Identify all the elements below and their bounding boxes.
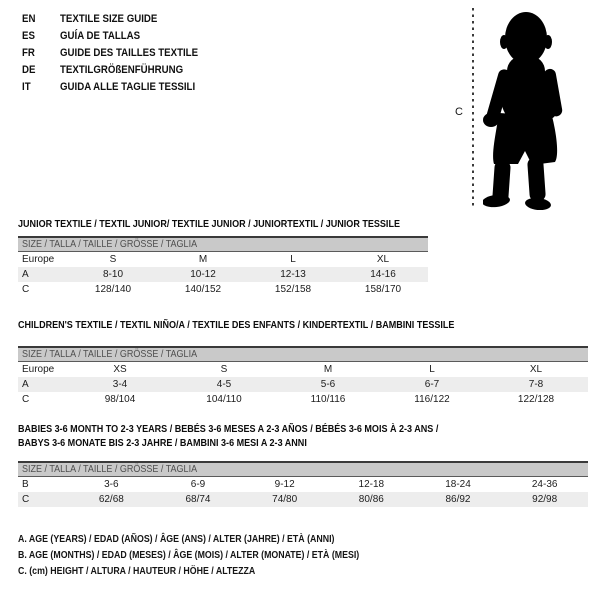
children-size-table: SIZE / TALLA / TAILLE / GRÖSSE / TAGLIA … <box>18 346 588 407</box>
table-rows: Europe XS S M L XL A 3-4 4-5 5-6 6-7 7-8 C 98/104 104/… <box>18 362 588 407</box>
table-cell: XL <box>376 254 390 265</box>
language-row: ES GUÍA DE TALLAS <box>22 27 217 44</box>
table-cell: 5-6 <box>320 379 336 390</box>
language-code: FR <box>22 46 35 59</box>
table-cell: 8-10 <box>102 269 123 280</box>
table-cell: 7-8 <box>528 379 544 390</box>
children-table-title: CHILDREN'S TEXTILE / TEXTIL NIÑO/A / TEX… <box>18 319 455 331</box>
table-rows: Europe S M L XL A 8-10 10-12 12-13 14-16 C 128/140 1… <box>18 252 428 297</box>
language-row: FR GUIDE DES TAILLES TEXTILE <box>22 44 217 61</box>
legend: A. AGE (YEARS) / EDAD (AÑOS) / ÂGE (ANS)… <box>18 531 406 579</box>
table-row: A 8-10 10-12 12-13 14-16 <box>18 267 428 282</box>
legend-line-a: A. AGE (YEARS) / EDAD (AÑOS) / ÂGE (ANS)… <box>18 533 335 545</box>
table-cell: L <box>429 364 435 375</box>
row-label: A <box>22 269 29 280</box>
row-label: A <box>22 379 29 390</box>
table-cell: 68/74 <box>185 494 211 505</box>
size-header-bar: SIZE / TALLA / TAILLE / GRÖSSE / TAGLIA <box>18 346 588 362</box>
size-header-bar: SIZE / TALLA / TAILLE / GRÖSSE / TAGLIA <box>18 461 588 477</box>
language-header: EN TEXTILE SIZE GUIDE ES GUÍA DE TALLAS … <box>22 10 217 95</box>
language-title: GUÍA DE TALLAS <box>60 29 141 42</box>
table-cell: 80/86 <box>358 494 384 505</box>
table-cell: XS <box>113 364 127 375</box>
table-row: C 62/68 68/74 74/80 80/86 86/92 92/98 <box>18 492 588 507</box>
row-label: B <box>22 479 29 490</box>
table-row: Europe XS S M L XL <box>18 362 588 377</box>
language-row: IT GUIDA ALLE TAGLIE TESSILI <box>22 78 217 95</box>
junior-table-title: JUNIOR TEXTILE / TEXTIL JUNIOR/ TEXTILE … <box>18 218 400 230</box>
table-row: Europe S M L XL <box>18 252 428 267</box>
row-label: C <box>22 284 30 295</box>
table-cell: 152/158 <box>274 284 312 295</box>
language-title: TEXTILGRÖßENFÜHRUNG <box>60 63 184 76</box>
language-title: GUIDA ALLE TAGLIE TESSILI <box>60 80 196 93</box>
table-cell: 104/110 <box>206 394 242 405</box>
table-row: A 3-4 4-5 5-6 6-7 7-8 <box>18 377 588 392</box>
table-rows: B 3-6 6-9 9-12 12-18 18-24 24-36 C 62/68 68/74 74/… <box>18 477 588 507</box>
table-cell: 158/170 <box>364 284 402 295</box>
table-cell: 24-36 <box>531 479 558 490</box>
measure-label-c: C <box>455 106 463 118</box>
table-cell: S <box>109 254 117 265</box>
language-title: TEXTILE SIZE GUIDE <box>60 12 158 25</box>
table-cell: 12-18 <box>358 479 385 490</box>
table-cell: 3-4 <box>112 379 128 390</box>
baby-silhouette-icon <box>483 12 563 210</box>
table-cell: 6-9 <box>190 479 206 490</box>
row-label: C <box>22 394 30 405</box>
junior-size-table: SIZE / TALLA / TAILLE / GRÖSSE / TAGLIA … <box>18 236 428 297</box>
table-cell: 98/104 <box>104 394 136 405</box>
table-cell: 3-6 <box>104 479 119 490</box>
table-cell: 9-12 <box>274 479 295 490</box>
table-row: C 98/104 104/110 110/116 116/122 122/128 <box>18 392 588 407</box>
language-code: IT <box>22 80 31 93</box>
babies-size-table: SIZE / TALLA / TAILLE / GRÖSSE / TAGLIA … <box>18 461 588 507</box>
language-code: DE <box>22 63 36 76</box>
height-measure-dotted-line <box>472 8 474 207</box>
table-cell: 12-13 <box>280 269 306 280</box>
table-cell: 140/152 <box>184 284 222 295</box>
row-label: Europe <box>22 254 55 265</box>
table-cell: 122/128 <box>517 394 555 405</box>
table-cell: 6-7 <box>424 379 440 390</box>
language-title: GUIDE DES TAILLES TEXTILE <box>60 46 199 59</box>
language-code: ES <box>22 29 35 42</box>
row-label: C <box>22 494 30 505</box>
table-cell: M <box>198 254 208 265</box>
legend-line-b: B. AGE (MONTHS) / EDAD (MESES) / ÂGE (MO… <box>18 549 360 561</box>
table-cell: M <box>323 364 333 375</box>
language-code: EN <box>22 12 36 25</box>
legend-line-c: C. (cm) HEIGHT / ALTURA / HAUTEUR / HÖHE… <box>18 565 256 577</box>
table-cell: 110/116 <box>310 394 346 405</box>
table-cell: 18-24 <box>445 479 471 490</box>
language-row: EN TEXTILE SIZE GUIDE <box>22 10 217 27</box>
table-cell: S <box>220 364 228 375</box>
height-figure: C <box>450 0 600 215</box>
table-cell: 86/92 <box>445 494 471 505</box>
size-header-bar: SIZE / TALLA / TAILLE / GRÖSSE / TAGLIA <box>18 236 428 252</box>
row-label: Europe <box>22 364 55 375</box>
table-cell: L <box>290 254 296 265</box>
table-cell: 14-16 <box>370 269 396 280</box>
table-row: B 3-6 6-9 9-12 12-18 18-24 24-36 <box>18 477 588 492</box>
language-row: DE TEXTILGRÖßENFÜHRUNG <box>22 61 217 78</box>
table-cell: 128/140 <box>94 284 132 295</box>
table-cell: 92/98 <box>532 494 558 505</box>
babies-table-title-line1: BABIES 3-6 MONTH TO 2-3 YEARS / BEBÉS 3-… <box>18 423 439 435</box>
table-row: C 128/140 140/152 152/158 158/170 <box>18 282 428 297</box>
table-cell: XL <box>529 364 543 375</box>
babies-table-title-line2: BABYS 3-6 MONATE BIS 2-3 JAHRE / BAMBINI… <box>18 437 307 449</box>
table-cell: 116/122 <box>414 394 450 405</box>
table-cell: 62/68 <box>98 494 124 505</box>
table-cell: 4-5 <box>216 379 232 390</box>
table-cell: 74/80 <box>272 494 298 505</box>
table-cell: 10-12 <box>190 269 216 280</box>
